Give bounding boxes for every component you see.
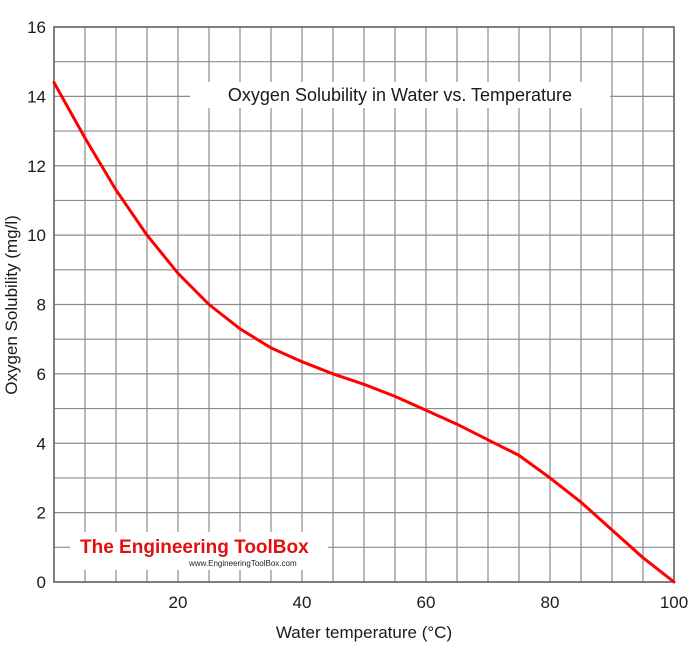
- watermark-background: [70, 532, 328, 570]
- plot-frame: [53, 26, 675, 583]
- y-tick-label: 12: [27, 157, 46, 176]
- x-tick-label: 80: [541, 593, 560, 612]
- x-tick-label: 40: [293, 593, 312, 612]
- chart-title: Oxygen Solubility in Water vs. Temperatu…: [228, 85, 572, 105]
- series-line-oxygen-solubility: [52, 81, 676, 584]
- x-tick-label: 100: [660, 593, 688, 612]
- x-tick-label: 60: [417, 593, 436, 612]
- y-tick-label: 4: [37, 434, 46, 453]
- y-tick-label: 16: [27, 18, 46, 37]
- title-background: [190, 82, 610, 108]
- y-axis-label: Oxygen Solubility (mg/l): [2, 215, 21, 395]
- y-tick-label: 8: [37, 296, 46, 315]
- y-tick-label: 10: [27, 226, 46, 245]
- y-tick-label: 6: [37, 365, 46, 384]
- watermark-brand: The Engineering ToolBox: [80, 537, 309, 558]
- y-axis-ticks: 0 2 4 6 8 10 12 14 16: [27, 18, 46, 592]
- horizontal-gridlines: [54, 61, 674, 548]
- x-tick-label: 20: [169, 593, 188, 612]
- watermark-url: www.EngineeringToolBox.com: [188, 559, 297, 568]
- x-axis-ticks: 20 40 60 80 100: [169, 593, 689, 612]
- y-tick-label: 0: [37, 573, 46, 592]
- x-axis-label: Water temperature (°C): [276, 623, 452, 642]
- y-tick-label: 2: [37, 504, 46, 523]
- y-tick-label: 14: [27, 87, 46, 106]
